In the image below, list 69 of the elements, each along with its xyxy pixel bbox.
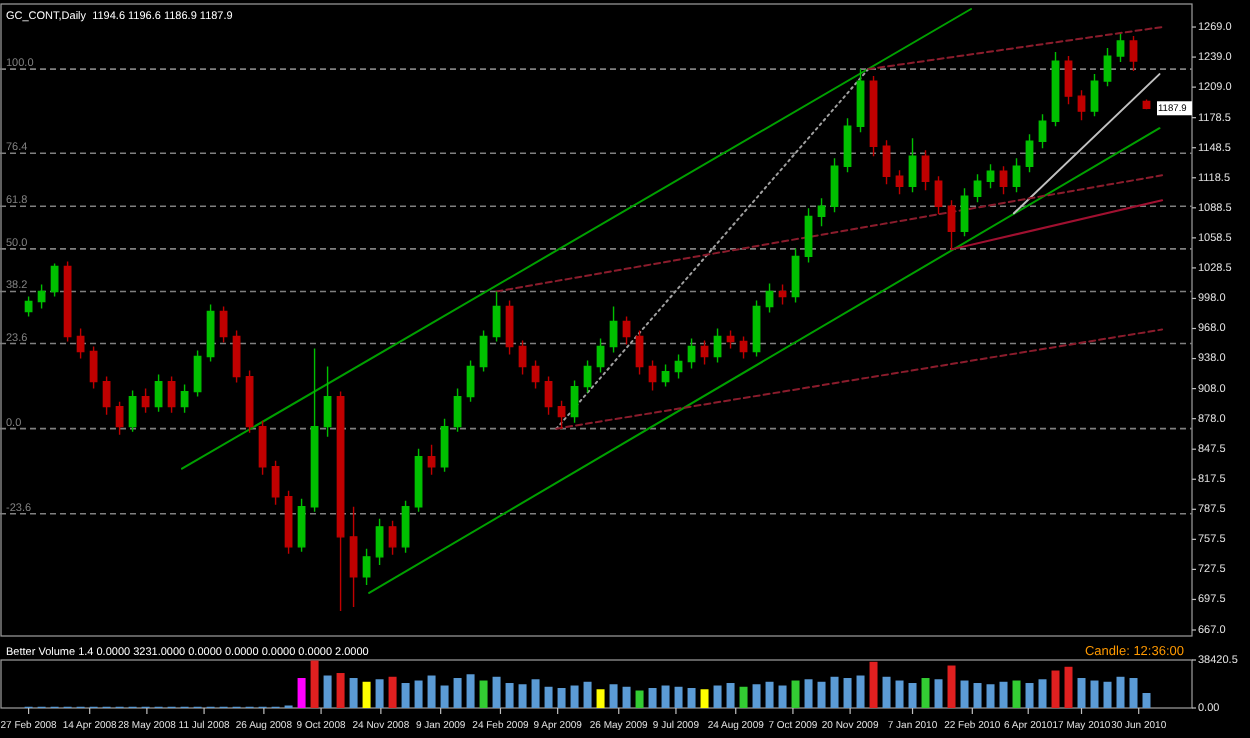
bar bbox=[1103, 681, 1112, 708]
bar bbox=[622, 686, 631, 708]
bar bbox=[843, 678, 852, 708]
bar bbox=[947, 665, 956, 708]
bar bbox=[440, 685, 449, 708]
bar bbox=[1064, 666, 1073, 708]
bar bbox=[609, 684, 618, 708]
bar bbox=[869, 661, 878, 708]
bar bbox=[856, 675, 865, 708]
bar bbox=[453, 678, 462, 708]
bar bbox=[934, 679, 943, 708]
bar bbox=[921, 678, 930, 708]
bar bbox=[518, 684, 527, 708]
bar bbox=[375, 679, 384, 708]
bar bbox=[310, 660, 319, 708]
bar bbox=[726, 683, 735, 708]
bar bbox=[986, 684, 995, 708]
bar bbox=[791, 680, 800, 708]
bar bbox=[661, 685, 670, 708]
bar bbox=[908, 683, 917, 708]
bar bbox=[544, 686, 553, 708]
bar bbox=[466, 674, 475, 708]
bar bbox=[700, 689, 709, 708]
bar bbox=[362, 681, 371, 708]
bar bbox=[882, 676, 891, 708]
bar bbox=[427, 675, 436, 708]
bar bbox=[752, 684, 761, 708]
bar bbox=[297, 678, 306, 708]
bar bbox=[765, 681, 774, 708]
candlestick bbox=[1077, 89, 1086, 121]
candlestick bbox=[778, 283, 787, 306]
bar bbox=[596, 689, 605, 708]
bar bbox=[674, 686, 683, 708]
bar bbox=[999, 681, 1008, 708]
bar bbox=[817, 681, 826, 708]
bar bbox=[557, 688, 566, 708]
bar bbox=[349, 678, 358, 708]
bar bbox=[336, 673, 345, 708]
bar bbox=[1090, 680, 1099, 708]
bar bbox=[1051, 670, 1060, 708]
bar bbox=[414, 680, 423, 708]
bar bbox=[1116, 676, 1125, 708]
bar bbox=[960, 680, 969, 708]
bar bbox=[1012, 680, 1021, 708]
bar bbox=[739, 686, 748, 708]
bar bbox=[531, 679, 540, 708]
bar bbox=[492, 676, 501, 708]
candlestick bbox=[349, 506, 358, 608]
bar bbox=[830, 676, 839, 708]
bar bbox=[583, 681, 592, 708]
bar bbox=[895, 680, 904, 708]
bar bbox=[1077, 678, 1086, 708]
bar bbox=[687, 688, 696, 708]
bar bbox=[1038, 679, 1047, 708]
bar bbox=[505, 683, 514, 708]
bar bbox=[401, 683, 410, 708]
bar bbox=[648, 688, 657, 708]
bar bbox=[323, 675, 332, 708]
bar bbox=[635, 690, 644, 708]
bar bbox=[388, 676, 397, 708]
bar bbox=[1142, 693, 1151, 708]
bar bbox=[570, 685, 579, 708]
bar bbox=[479, 680, 488, 708]
bar bbox=[1025, 683, 1034, 708]
bar bbox=[778, 685, 787, 708]
bar bbox=[713, 685, 722, 708]
bar bbox=[973, 683, 982, 708]
bar bbox=[804, 679, 813, 708]
bar bbox=[1129, 678, 1138, 708]
